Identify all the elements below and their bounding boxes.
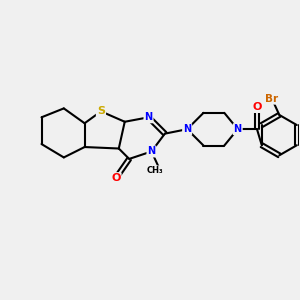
Text: O: O	[252, 102, 262, 112]
Text: CH₃: CH₃	[147, 166, 164, 175]
Text: S: S	[97, 106, 105, 116]
Text: O: O	[111, 173, 121, 183]
Text: N: N	[183, 124, 191, 134]
Text: N: N	[147, 146, 155, 157]
Text: N: N	[145, 112, 153, 122]
Text: N: N	[234, 124, 242, 134]
Text: Br: Br	[265, 94, 278, 103]
